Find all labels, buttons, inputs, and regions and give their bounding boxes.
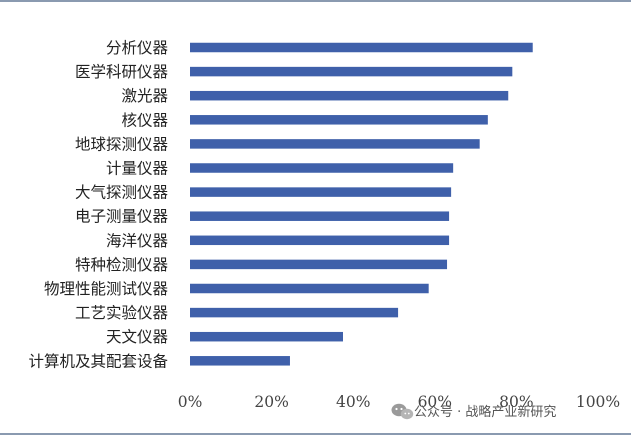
bar-8 — [190, 211, 450, 221]
bar-7 — [190, 187, 452, 197]
category-label-13: 天文仪器 — [106, 328, 169, 346]
bar-10 — [190, 259, 448, 270]
category-label-1: 分析仪器 — [106, 39, 169, 57]
category-label-11: 物理性能测试仪器 — [44, 280, 169, 298]
bar-6 — [190, 163, 454, 173]
bar-series — [190, 42, 533, 366]
category-label-4: 核仪器 — [121, 111, 168, 129]
category-label-2: 医学科研仪器 — [75, 63, 169, 81]
bar-4 — [190, 115, 488, 125]
category-label-6: 计量仪器 — [106, 160, 169, 178]
x-tick-label-6: 100% — [576, 393, 620, 411]
category-label-10: 特种检测仪器 — [75, 256, 169, 274]
watermark-text: 公众号 · 战略产业新研究 — [414, 404, 556, 420]
bar-13 — [190, 331, 343, 342]
category-label-12: 工艺实验仪器 — [75, 304, 169, 322]
category-labels: 分析仪器医学科研仪器激光器核仪器地球探测仪器计量仪器大气探测仪器电子测量仪器海洋… — [28, 39, 168, 370]
bar-14 — [190, 356, 290, 366]
bar-3 — [190, 90, 509, 101]
bar-5 — [190, 139, 480, 149]
category-label-7: 大气探测仪器 — [75, 184, 169, 202]
category-label-3: 激光器 — [121, 87, 168, 105]
category-label-8: 电子测量仪器 — [75, 208, 169, 226]
x-tick-label-1: 0% — [178, 393, 203, 411]
wechat-icon — [391, 403, 414, 420]
x-tick-label-4: 60% — [418, 393, 452, 411]
bar-2 — [190, 66, 513, 77]
bar-1 — [190, 42, 533, 53]
bar-9 — [190, 235, 450, 246]
bar-11 — [190, 283, 429, 294]
x-tick-label-2: 20% — [254, 393, 288, 411]
x-tick-label-3: 40% — [336, 393, 370, 411]
x-tick-label-5: 80% — [499, 393, 533, 411]
watermark: 公众号 · 战略产业新研究 — [391, 403, 556, 420]
x-axis-tick-labels: 0% 20% 40% 60% 80% 100% — [178, 393, 620, 411]
category-label-14: 计算机及其配套设备 — [28, 351, 168, 370]
category-label-9: 海洋仪器 — [106, 232, 169, 250]
category-label-5: 地球探测仪器 — [75, 135, 169, 153]
bar-12 — [190, 307, 399, 318]
